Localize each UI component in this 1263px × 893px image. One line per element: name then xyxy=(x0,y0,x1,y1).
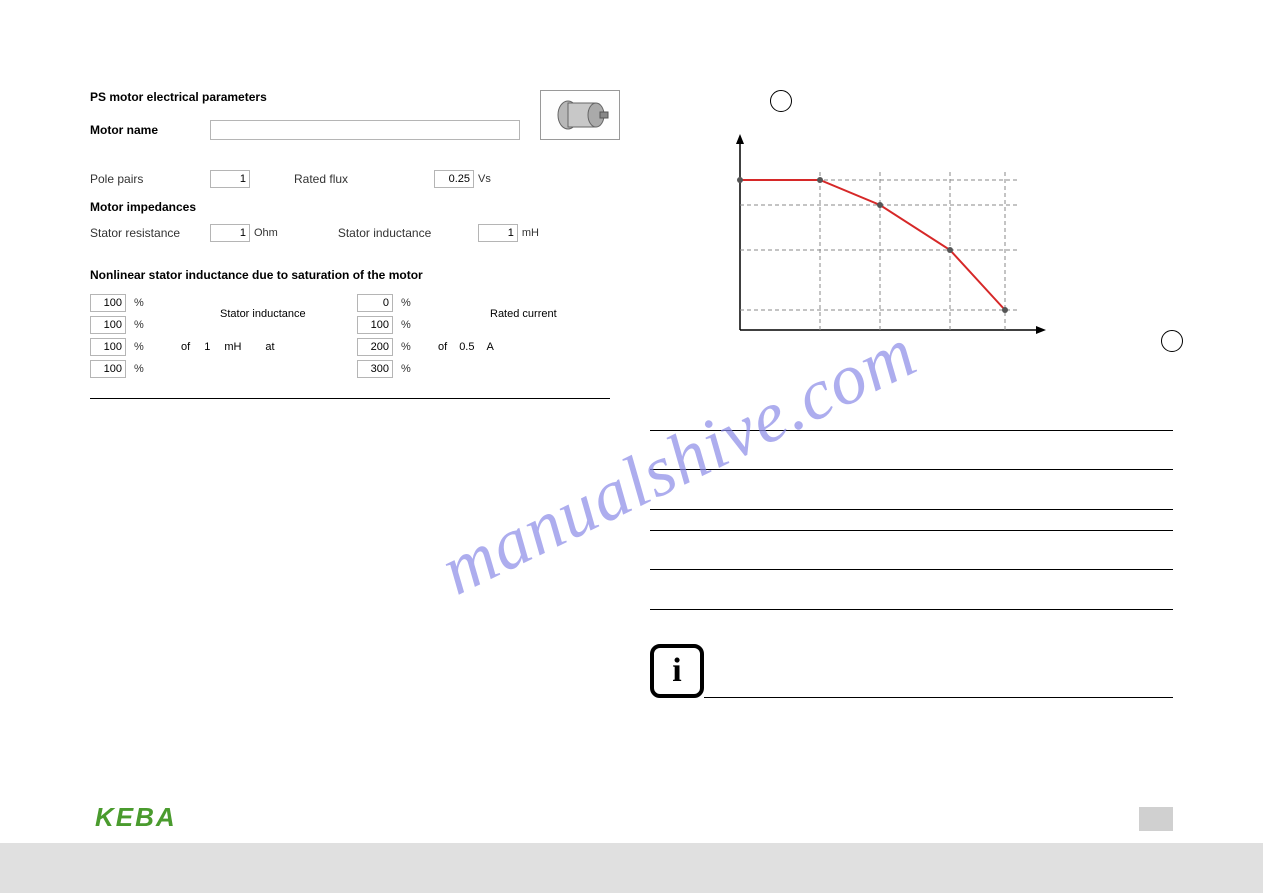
nl-left-pct-2[interactable] xyxy=(90,338,126,356)
of-label-1: of xyxy=(181,341,190,353)
table-row xyxy=(650,530,1173,570)
motor-name-label: Motor name xyxy=(90,123,210,137)
nl-right-pct-1[interactable] xyxy=(357,316,393,334)
table-row xyxy=(650,430,1173,470)
saturation-chart xyxy=(720,130,1100,390)
nl-row: % % xyxy=(90,360,610,378)
circle-marker-top xyxy=(770,90,792,112)
pct-unit: % xyxy=(134,363,144,375)
nl-left-pct-3[interactable] xyxy=(90,360,126,378)
info-icon: i xyxy=(650,644,704,698)
right-panel: i xyxy=(650,90,1173,698)
motor-icon xyxy=(540,90,620,140)
left-form-panel: PS motor electrical parameters Motor nam… xyxy=(90,90,610,698)
nonlinear-grid: Stator inductance Rated current % % % xyxy=(90,294,610,378)
nonlinear-title: Nonlinear stator inductance due to satur… xyxy=(90,268,610,282)
rated-flux-input[interactable] xyxy=(434,170,474,188)
page-number-box xyxy=(1139,807,1173,831)
circle-marker-right xyxy=(1161,330,1183,352)
nl-row: % of 1 mH at % of 0.5 A xyxy=(90,338,610,356)
pct-unit: % xyxy=(134,297,144,309)
nl-right-pct-0[interactable] xyxy=(357,294,393,312)
stator-ind-input[interactable] xyxy=(478,224,518,242)
nl-left-pct-1[interactable] xyxy=(90,316,126,334)
rated-flux-unit: Vs xyxy=(478,173,491,185)
nl-right-pct-2[interactable] xyxy=(357,338,393,356)
nl-right-pct-3[interactable] xyxy=(357,360,393,378)
impedances-title: Motor impedances xyxy=(90,200,610,214)
pole-pairs-input[interactable] xyxy=(210,170,250,188)
pct-unit: % xyxy=(401,319,411,331)
chart-svg xyxy=(720,130,1060,350)
stator-res-input[interactable] xyxy=(210,224,250,242)
pole-pairs-label: Pole pairs xyxy=(90,172,210,186)
pct-unit: % xyxy=(134,319,144,331)
nl-curr-val: 0.5 xyxy=(459,341,474,353)
nl-rated-current-header: Rated current xyxy=(490,308,557,320)
pct-unit: % xyxy=(401,341,411,353)
stator-ind-unit: mH xyxy=(522,227,539,239)
info-divider xyxy=(704,697,1173,698)
pct-unit: % xyxy=(401,363,411,375)
of-label-2: of xyxy=(438,341,447,353)
nl-curr-unit: A xyxy=(486,341,493,353)
motor-svg xyxy=(550,97,610,133)
footer-bar xyxy=(0,843,1263,893)
nl-stator-ind-header: Stator inductance xyxy=(220,308,306,320)
table-rows xyxy=(650,430,1173,610)
table-row xyxy=(650,570,1173,610)
rated-flux-label: Rated flux xyxy=(294,172,434,186)
stator-res-unit: Ohm xyxy=(254,227,278,239)
nl-ind-val: 1 xyxy=(204,341,210,353)
stator-ind-label: Stator inductance xyxy=(338,226,478,240)
divider xyxy=(90,398,610,399)
motor-name-input[interactable] xyxy=(210,120,520,140)
keba-logo: KEBA xyxy=(95,802,177,833)
nl-left-pct-0[interactable] xyxy=(90,294,126,312)
table-row xyxy=(650,470,1173,510)
pct-unit: % xyxy=(401,297,411,309)
ps-params-title: PS motor electrical parameters xyxy=(90,90,610,104)
pct-unit: % xyxy=(134,341,144,353)
stator-res-label: Stator resistance xyxy=(90,226,210,240)
at-label: at xyxy=(265,341,274,353)
nl-ind-unit: mH xyxy=(224,341,241,353)
